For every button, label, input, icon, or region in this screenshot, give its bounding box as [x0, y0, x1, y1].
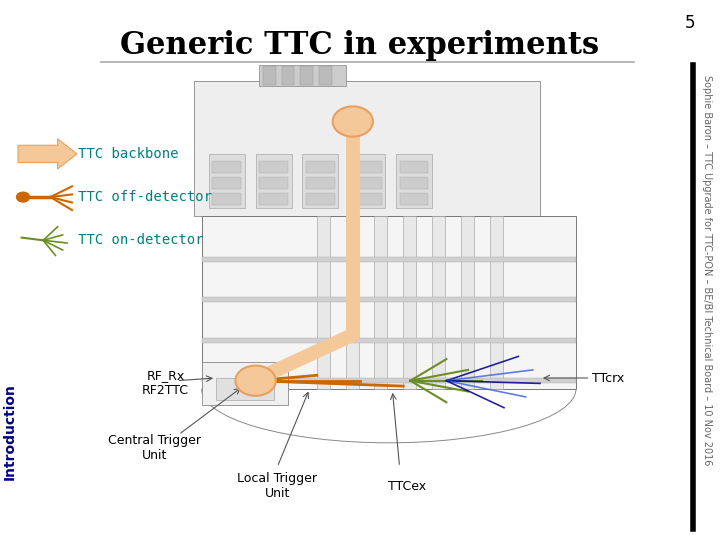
- Text: Generic TTC in experiments: Generic TTC in experiments: [120, 30, 600, 60]
- Bar: [432, 216, 445, 389]
- Text: Sophie Baron – TTC Upgrade for TTC-PON – BE/BI Technical Board – 10 Nov 2016: Sophie Baron – TTC Upgrade for TTC-PON –…: [702, 75, 712, 465]
- Bar: [194, 81, 540, 216]
- Bar: [461, 216, 474, 389]
- Bar: [202, 297, 576, 302]
- Circle shape: [235, 366, 276, 396]
- Text: 5: 5: [684, 14, 695, 31]
- Bar: [490, 216, 503, 389]
- Bar: [259, 193, 288, 205]
- Bar: [346, 216, 359, 389]
- Bar: [353, 161, 382, 173]
- Bar: [302, 154, 338, 208]
- Circle shape: [333, 106, 373, 137]
- Text: Local Trigger
Unit: Local Trigger Unit: [237, 472, 318, 500]
- Polygon shape: [18, 139, 77, 169]
- Bar: [300, 66, 313, 85]
- Bar: [353, 193, 382, 205]
- Text: TTC off-detector: TTC off-detector: [78, 190, 212, 204]
- Text: TTC on-detector: TTC on-detector: [78, 233, 203, 247]
- Bar: [400, 161, 428, 173]
- Bar: [403, 216, 416, 389]
- Bar: [349, 154, 385, 208]
- Bar: [319, 66, 332, 85]
- Bar: [353, 177, 382, 189]
- Bar: [202, 362, 288, 405]
- Text: TTC backbone: TTC backbone: [78, 147, 179, 161]
- Bar: [212, 193, 241, 205]
- Bar: [256, 154, 292, 208]
- Text: Introduction: Introduction: [2, 383, 17, 481]
- Bar: [400, 193, 428, 205]
- Bar: [212, 161, 241, 173]
- Text: TTCex: TTCex: [388, 480, 426, 492]
- Bar: [282, 66, 294, 85]
- Bar: [212, 177, 241, 189]
- Bar: [209, 154, 245, 208]
- Text: Central Trigger
Unit: Central Trigger Unit: [108, 434, 202, 462]
- Bar: [202, 378, 576, 383]
- Bar: [259, 65, 346, 86]
- Bar: [306, 193, 335, 205]
- Bar: [396, 154, 432, 208]
- Bar: [306, 177, 335, 189]
- Bar: [259, 177, 288, 189]
- Text: RF_Rx
RF2TTC: RF_Rx RF2TTC: [142, 369, 189, 397]
- Bar: [306, 161, 335, 173]
- Bar: [202, 216, 576, 389]
- Bar: [263, 66, 276, 85]
- Bar: [374, 216, 387, 389]
- Bar: [400, 177, 428, 189]
- Bar: [202, 338, 576, 343]
- Circle shape: [17, 192, 30, 202]
- Bar: [202, 256, 576, 262]
- Bar: [259, 161, 288, 173]
- Text: TTcrx: TTcrx: [593, 372, 624, 384]
- Bar: [216, 378, 274, 400]
- Bar: [317, 216, 330, 389]
